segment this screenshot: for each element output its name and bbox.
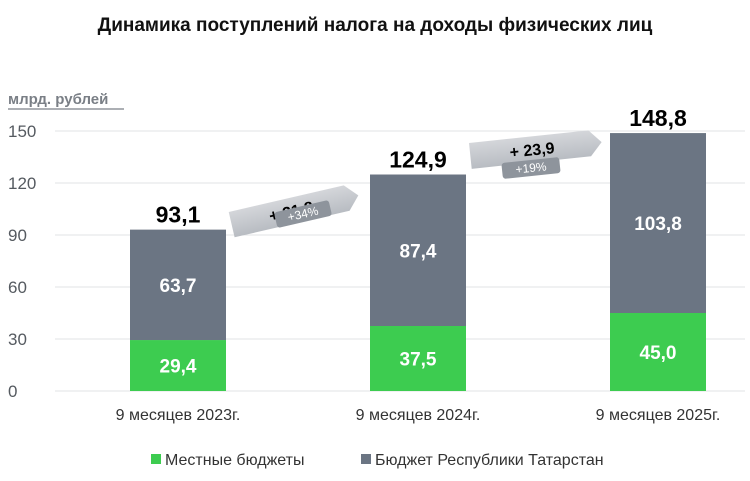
- growth-percent-badge: +19%: [501, 157, 561, 179]
- bar-republic-budget: [610, 133, 706, 313]
- bar-republic-budget: [370, 174, 466, 326]
- growth-percent-badge: +34%: [274, 200, 332, 228]
- chart-title: Динамика поступлений налога на доходы фи…: [98, 15, 653, 36]
- x-category-label: 9 месяцев 2024г.: [356, 407, 481, 424]
- y-tick-label: 150: [8, 122, 36, 141]
- bar-total-label: 93,1: [156, 202, 201, 228]
- bar-segment-label: 29,4: [160, 357, 197, 378]
- growth-percent-label: +34%: [286, 204, 320, 225]
- legend-swatch: [151, 454, 161, 464]
- bar-local-budgets: [370, 326, 466, 391]
- growth-arrow-shape: [469, 130, 602, 169]
- bar-local-budgets: [610, 313, 706, 391]
- bar-segment-label: 45,0: [640, 343, 677, 364]
- bar-total-label: 148,8: [629, 105, 687, 131]
- legend-label: Местные бюджеты: [165, 452, 304, 469]
- legend-label: Бюджет Республики Татарстан: [375, 452, 604, 469]
- x-category-label: 9 месяцев 2025г.: [596, 407, 721, 424]
- growth-percent-label: +19%: [515, 159, 548, 176]
- growth-percent-bg: [274, 200, 332, 228]
- y-tick-label: 120: [8, 174, 36, 193]
- y-tick-label: 30: [8, 330, 27, 349]
- x-category-label: 9 месяцев 2023г.: [116, 407, 241, 424]
- bar-local-budgets: [130, 340, 226, 391]
- y-tick-label: 90: [8, 226, 27, 245]
- y-axis-unit: млрд. рублей: [8, 91, 108, 108]
- bar-segment-label: 87,4: [400, 241, 437, 262]
- bar-total-label: 124,9: [389, 147, 447, 173]
- growth-arrow: + 23,9: [469, 130, 602, 169]
- bar-segment-label: 37,5: [400, 350, 437, 371]
- growth-percent-bg: [501, 157, 561, 179]
- y-tick-label: 0: [8, 382, 17, 401]
- bar-segment-label: 63,7: [160, 276, 197, 297]
- growth-delta-label: + 23,9: [509, 140, 556, 162]
- bar-segment-label: 103,8: [634, 214, 682, 235]
- bar-republic-budget: [130, 229, 226, 341]
- legend-swatch: [361, 454, 371, 464]
- y-tick-label: 60: [8, 278, 27, 297]
